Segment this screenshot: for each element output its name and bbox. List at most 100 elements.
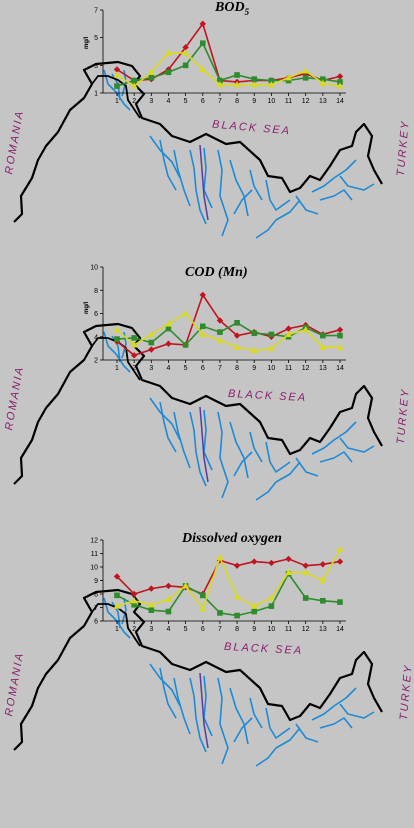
yellow-point [267, 594, 275, 601]
green-point [165, 325, 172, 332]
yellow-point [199, 65, 207, 73]
yellow-point [336, 343, 344, 350]
red-point [268, 559, 275, 567]
green-series-line [116, 572, 341, 617]
x-tick-label: 7 [218, 98, 222, 105]
x-tick-label: 7 [218, 365, 222, 372]
x-tick-label: 4 [167, 365, 171, 372]
cod-y-unit: mg/l [84, 301, 90, 314]
x-tick-label: 13 [319, 626, 327, 633]
bod-y-unit: mg/l [84, 36, 90, 49]
red-point [233, 332, 241, 339]
x-tick-label: 14 [336, 98, 344, 105]
red-point [165, 340, 172, 347]
river-14 [275, 727, 301, 749]
y-tick-label: 4 [94, 334, 98, 341]
x-tick-label: 1 [115, 98, 119, 105]
green-point [268, 603, 275, 609]
river-4 [149, 397, 181, 441]
green-point [148, 339, 155, 346]
river-17 [339, 175, 375, 191]
green-point [182, 62, 189, 69]
x-tick-label: 11 [285, 365, 292, 372]
yellow-point [147, 68, 155, 75]
country-border [13, 60, 383, 223]
yellow-point [165, 320, 172, 327]
yellow-point [267, 344, 275, 351]
x-tick-label: 8 [235, 365, 239, 372]
river-7 [189, 411, 207, 487]
green-point [251, 330, 258, 337]
y-tick-label: 12 [90, 538, 98, 545]
green-point [199, 40, 206, 46]
river-4 [149, 135, 181, 179]
yellow-point [285, 568, 292, 575]
dissolved-oxygen-panel: 6 7 8 9 10 11 12 1 2 3 4 5 6 7 8 9 10 11 12 13 14 Dissolved … [0, 528, 414, 798]
green-point [131, 77, 137, 84]
yellow-point [319, 343, 327, 350]
yellow-point [113, 602, 121, 609]
x-tick-label: 4 [167, 98, 171, 105]
river-11 [249, 697, 263, 729]
y-tick-label: 11 [91, 551, 98, 558]
river-19 [233, 451, 253, 477]
red-point [182, 44, 189, 51]
river-8 [203, 147, 213, 209]
x-tick-label: 1 [115, 626, 119, 633]
river-1 [103, 597, 131, 639]
green-series-line [116, 321, 340, 347]
river-6 [173, 677, 191, 735]
map-background [13, 60, 383, 239]
river-14 [275, 461, 301, 483]
green-point [302, 74, 309, 81]
river-8 [203, 409, 213, 471]
river-15 [311, 421, 357, 455]
y-tick-label: 3 [94, 63, 98, 70]
x-tick-label: 13 [319, 365, 327, 372]
yellow-point [216, 81, 224, 88]
x-tick-label: 3 [149, 365, 153, 372]
green-point [285, 77, 292, 84]
green-point [320, 332, 326, 339]
yellow-point [336, 545, 344, 553]
green-point [165, 608, 172, 615]
green-point [114, 592, 120, 599]
yellow-point [216, 553, 224, 561]
x-tick-label: 5 [184, 626, 188, 633]
country-border [13, 322, 383, 485]
x-tick-label: 12 [302, 365, 310, 372]
yellow-point [182, 309, 190, 317]
red-point [199, 291, 206, 299]
yellow-point [233, 343, 241, 350]
cod-panel: 2 4 6 8 10 1 2 3 4 5 6 7 8 9 10 11 12 13 14 COD (Mn) mg/l … [0, 262, 414, 532]
y-tick-label: 2 [94, 358, 98, 365]
x-tick-label: 3 [149, 626, 153, 633]
red-point [130, 352, 138, 359]
river-16 [319, 717, 353, 729]
river-2 [111, 601, 121, 629]
x-tick-label: 2 [132, 98, 136, 105]
yellow-point [250, 602, 258, 609]
x-tick-label: 8 [235, 626, 239, 633]
red-point [216, 317, 224, 324]
green-point [337, 332, 343, 339]
green-point [114, 336, 120, 342]
yellow-series-line [116, 549, 341, 611]
x-tick-label: 5 [184, 365, 188, 372]
map-geography [13, 60, 383, 239]
y-tick-label: 10 [90, 565, 98, 572]
river-10 [229, 159, 249, 217]
green-point [148, 74, 155, 81]
red-point [251, 558, 258, 565]
river-19 [233, 189, 253, 215]
x-tick-label: 3 [149, 98, 153, 105]
yellow-point [319, 79, 327, 86]
river-8 [203, 675, 213, 737]
green-point [148, 607, 155, 613]
yellow-point [199, 330, 207, 338]
y-tick-label: 9 [94, 578, 98, 585]
yellow-point [182, 582, 190, 589]
x-tick-label: 9 [252, 98, 256, 105]
y-tick-label: 10 [90, 265, 98, 272]
